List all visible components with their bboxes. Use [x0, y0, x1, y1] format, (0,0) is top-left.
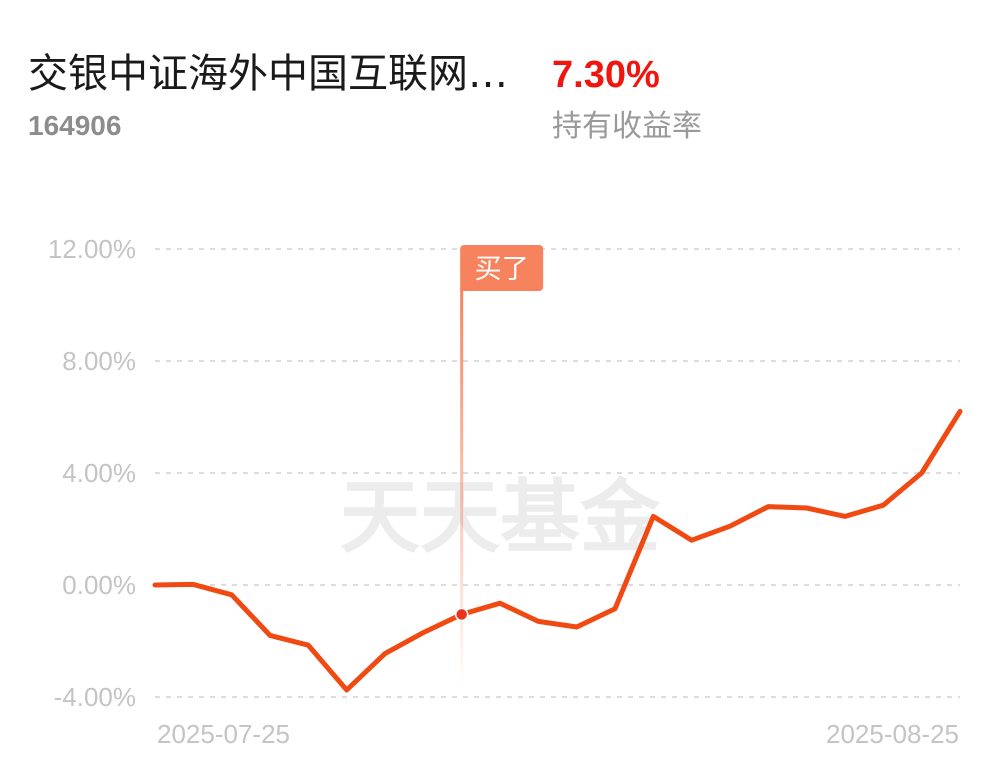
x-axis-ticks: 2025-07-25 2025-08-25: [157, 719, 959, 749]
data-point: [345, 689, 348, 691]
data-point: [882, 504, 885, 507]
data-point: [729, 525, 731, 528]
data-point: [230, 593, 233, 596]
data-point: [652, 515, 655, 518]
data-point: [805, 507, 808, 509]
data-point: [767, 505, 770, 508]
y-tick-label: 8.00%: [62, 346, 136, 376]
data-point: [959, 410, 961, 413]
buy-point: [454, 607, 469, 622]
data-point: [422, 631, 425, 634]
data-point: [307, 644, 310, 647]
data-point: [920, 472, 923, 474]
holding-return-label: 持有收益率: [552, 109, 702, 144]
fund-code: 164906: [28, 110, 122, 141]
y-tick-label: 12.00%: [48, 234, 136, 264]
series-polyline: [152, 408, 963, 693]
buy-marker[interactable]: 买了: [460, 245, 544, 690]
marker-line: [460, 288, 464, 690]
y-axis-ticks: 12.00% 8.00% 4.00% 0.00% -4.00%: [48, 234, 136, 712]
data-point: [690, 539, 693, 542]
series-line: [152, 408, 963, 693]
data-point: [269, 634, 271, 637]
x-tick-label: 2025-07-25: [157, 719, 290, 749]
x-tick-label: 2025-08-25: [826, 719, 959, 749]
data-point: [192, 583, 195, 586]
data-point: [499, 602, 501, 605]
data-point: [575, 626, 578, 628]
data-point: [384, 652, 386, 655]
holding-return-value: 7.30%: [552, 54, 660, 96]
y-tick-label: -4.00%: [54, 682, 136, 712]
data-point: [614, 607, 616, 610]
data-point: [537, 620, 540, 623]
grid-lines: [155, 248, 960, 698]
fund-name: 交银中证海外中国互联网…: [28, 51, 508, 97]
watermark-text: 天天基金: [340, 470, 661, 564]
marker-flag-label: 买了: [475, 254, 529, 285]
marker-flag: [460, 245, 544, 291]
data-point: [154, 584, 156, 586]
data-point: [844, 515, 846, 518]
y-tick-label: 4.00%: [62, 458, 136, 488]
y-tick-label: 0.00%: [62, 570, 136, 600]
